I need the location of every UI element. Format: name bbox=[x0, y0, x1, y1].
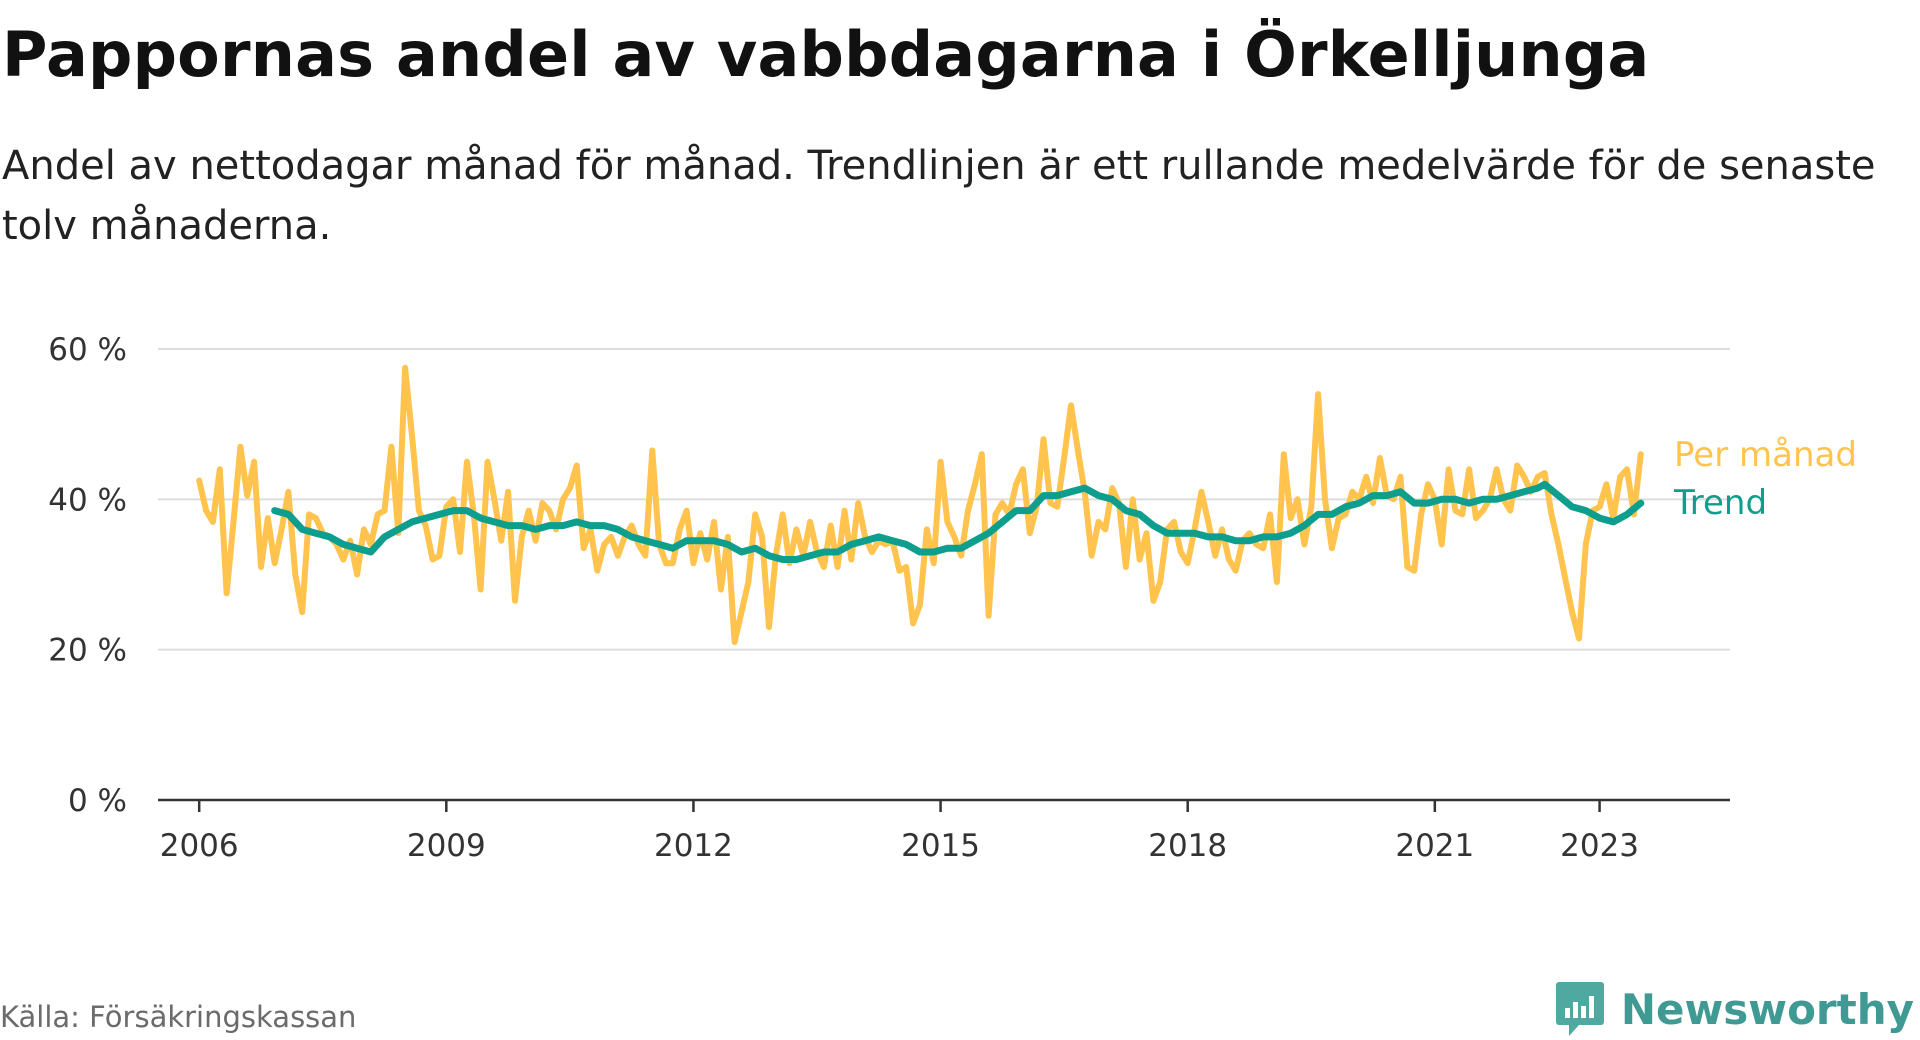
x-tick-label: 2023 bbox=[1560, 828, 1639, 864]
brand-name: Newsworthy bbox=[1620, 984, 1914, 1034]
x-tick-label: 2015 bbox=[901, 828, 980, 864]
x-tick-label: 2012 bbox=[654, 828, 733, 864]
chart-title: Pappornas andel av vabbdagarna i Örkellj… bbox=[2, 18, 1650, 91]
x-tick-label: 2018 bbox=[1148, 828, 1227, 864]
x-tick-label: 2006 bbox=[160, 828, 239, 864]
y-tick-label: 40 % bbox=[48, 482, 127, 518]
gridlines bbox=[158, 348, 1730, 802]
inline-legend: Per månad Trend bbox=[1673, 435, 1857, 523]
series-lines bbox=[196, 364, 1645, 646]
chart-subtitle: Andel av nettodagar månad för månad. Tre… bbox=[2, 143, 1876, 249]
x-axis-ticks: 2006 2009 2012 2015 2018 2021 2023 bbox=[160, 800, 1639, 864]
series-line-monthly bbox=[196, 364, 1644, 646]
legend-label-monthly: Per månad bbox=[1674, 435, 1857, 475]
y-tick-label: 60 % bbox=[48, 332, 127, 368]
series-line-trend bbox=[271, 480, 1645, 563]
y-tick-label: 0 % bbox=[68, 783, 127, 819]
source-note: Källa: Försäkringskassan bbox=[0, 1000, 357, 1034]
legend-label-trend: Trend bbox=[1673, 483, 1767, 523]
y-axis-ticks: 0 % 20 % 40 % 60 % bbox=[48, 332, 127, 819]
newsworthy-logo-icon bbox=[1555, 982, 1604, 1036]
line-chart: 0 % 20 % 40 % 60 % 2006 2009 2012 2015 2018 2021… bbox=[48, 332, 1857, 864]
y-tick-label: 20 % bbox=[48, 633, 127, 669]
x-tick-label: 2009 bbox=[407, 828, 486, 864]
brand-logo: Newsworthy bbox=[1555, 980, 1914, 1038]
x-tick-label: 2021 bbox=[1395, 828, 1474, 864]
